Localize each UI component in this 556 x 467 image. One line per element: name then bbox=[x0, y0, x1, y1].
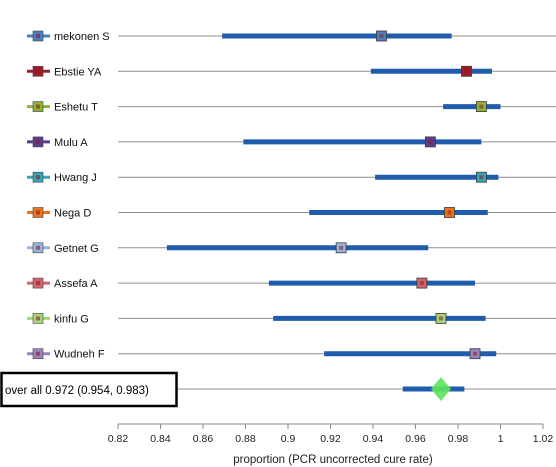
x-tick-label: 0.92 bbox=[320, 433, 341, 445]
overall-diamond bbox=[431, 377, 451, 401]
x-axis-ticks: 0.82 0.84 0.86 0.88 0.9 0.92 0.94 0.96 0.98 1 1.02 bbox=[108, 424, 554, 445]
legend-marker-center bbox=[36, 316, 40, 321]
overall-summary-text: over all 0.972 (0.954, 0.983) bbox=[5, 385, 149, 397]
study-point-center bbox=[479, 175, 484, 180]
study-label: Ebstie YA bbox=[54, 66, 102, 78]
x-tick-label: 0.96 bbox=[405, 433, 426, 445]
x-tick-label: 0.94 bbox=[363, 433, 384, 445]
overall-summary-box bbox=[0, 371, 178, 408]
study-label: Nega D bbox=[54, 208, 91, 220]
study-point-center bbox=[428, 139, 433, 144]
study-point-center bbox=[447, 210, 452, 215]
x-tick-label: 0.84 bbox=[150, 433, 171, 445]
x-tick-label: 1 bbox=[498, 433, 504, 445]
x-tick-label: 0.9 bbox=[281, 433, 296, 445]
study-point-center bbox=[379, 34, 384, 38]
x-tick-label: 0.88 bbox=[235, 433, 256, 445]
study-point-center bbox=[464, 69, 469, 74]
legend-marker-center bbox=[36, 281, 40, 286]
legend-marker-center bbox=[36, 139, 40, 144]
study-point-center bbox=[473, 351, 477, 356]
study-label: Hwang J bbox=[54, 172, 97, 184]
study-legend-icons bbox=[27, 30, 50, 360]
legend-marker-center bbox=[36, 351, 40, 356]
study-markers bbox=[335, 30, 487, 401]
study-label: Getnet G bbox=[54, 243, 99, 255]
study-point-center bbox=[439, 316, 443, 321]
x-tick-label: 1.02 bbox=[533, 433, 554, 445]
x-tick-label: 0.86 bbox=[193, 433, 214, 445]
study-label: mekonen S bbox=[54, 31, 110, 43]
study-label: Wudneh F bbox=[54, 349, 105, 361]
x-axis-title: proportion (PCR uncorrected cure rate) bbox=[233, 454, 433, 466]
study-label: kinfu G bbox=[54, 313, 89, 325]
study-point-center bbox=[339, 245, 344, 250]
legend-marker-center bbox=[36, 34, 40, 38]
legend-marker-center bbox=[36, 175, 40, 180]
study-labels: mekonen S Ebstie YA Eshetu T Mulu A Hwang J N… bbox=[54, 31, 110, 361]
x-tick-label: 0.82 bbox=[108, 433, 129, 445]
study-point-center bbox=[479, 104, 484, 109]
legend-marker-center bbox=[36, 69, 40, 74]
x-tick-label: 0.98 bbox=[448, 433, 469, 445]
legend-marker-center bbox=[36, 104, 40, 109]
study-point-center bbox=[419, 281, 424, 286]
legend-marker-center bbox=[36, 210, 40, 215]
study-label: Eshetu T bbox=[54, 102, 98, 114]
study-label: Assefa A bbox=[54, 278, 98, 290]
legend-marker-center bbox=[36, 245, 40, 250]
study-label: Mulu A bbox=[54, 137, 88, 149]
